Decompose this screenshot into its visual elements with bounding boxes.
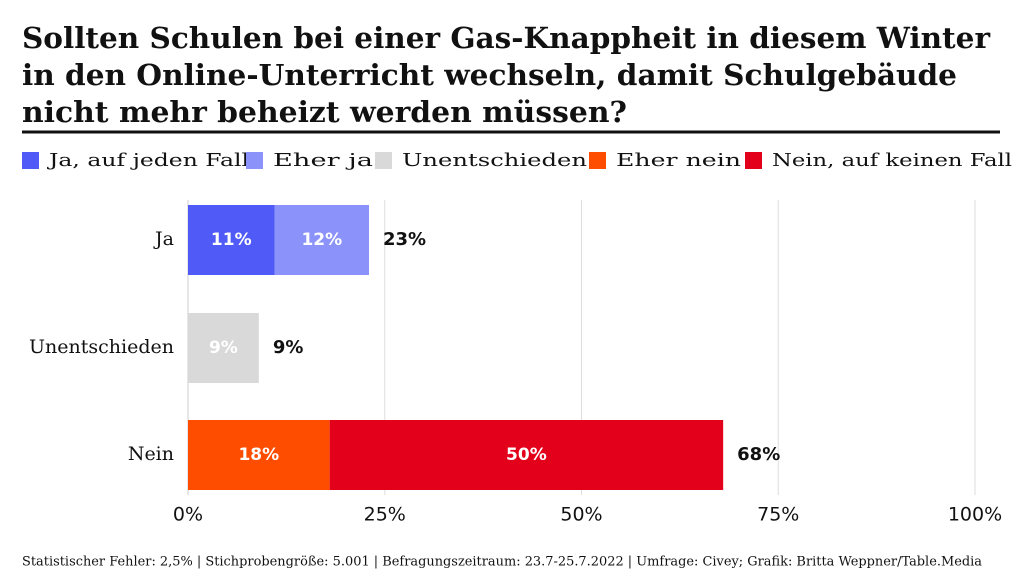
chart-title: nicht mehr beheizt werden müssen?	[22, 95, 627, 129]
data-label: 11%	[211, 230, 252, 250]
y-tick-label: Nein	[128, 443, 174, 465]
data-label: 12%	[301, 230, 342, 250]
bar-segment	[188, 420, 330, 490]
data-label: 18%	[238, 445, 279, 465]
legend-label: Eher ja	[273, 150, 373, 171]
legend-swatch	[22, 152, 39, 169]
y-tick-label: Ja	[153, 228, 174, 250]
x-tick-label: 50%	[560, 504, 602, 526]
legend-label: Eher nein	[616, 150, 742, 171]
bar-segment	[329, 420, 724, 490]
legend-swatch	[246, 152, 263, 169]
bar-segment	[188, 313, 259, 383]
y-tick-label: Unentschieden	[29, 336, 174, 358]
bar-segment	[274, 205, 370, 275]
x-tick-label: 100%	[948, 504, 1002, 526]
legend-label: Unentschieden	[402, 150, 588, 171]
bar-segment	[188, 205, 275, 275]
legend-label: Nein, auf keinen Fall	[772, 150, 1012, 171]
data-label: 50%	[506, 445, 547, 465]
legend-label: Ja, auf jeden Fall	[46, 150, 249, 171]
x-tick-label: 75%	[757, 504, 799, 526]
data-label: 9%	[209, 338, 238, 358]
legend-swatch	[375, 152, 392, 169]
total-label: 9%	[273, 337, 304, 358]
legend-swatch	[589, 152, 606, 169]
chart-title: Sollten Schulen bei einer Gas-Knappheit …	[22, 21, 991, 55]
legend-swatch	[745, 152, 762, 169]
x-tick-label: 0%	[173, 504, 203, 526]
x-tick-label: 25%	[364, 504, 406, 526]
footnote: Statistischer Fehler: 2,5% | Stichproben…	[22, 555, 982, 570]
chart-title: in den Online-Unterricht wechseln, damit…	[22, 58, 957, 92]
total-label: 68%	[737, 444, 780, 465]
total-label: 23%	[383, 229, 426, 250]
